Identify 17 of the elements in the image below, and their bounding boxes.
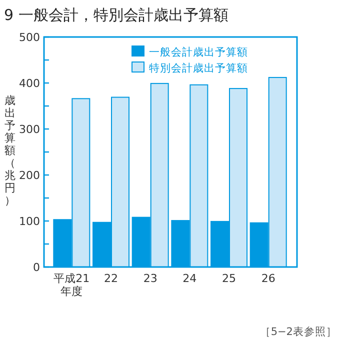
y-tick-label: 100 xyxy=(19,215,40,228)
x-tick-label: 平成21年度 xyxy=(54,272,90,298)
y-tick-label: 200 xyxy=(19,169,40,182)
text: ［5−2表参照］ xyxy=(260,325,337,338)
x-tick-label: 25 xyxy=(222,272,236,285)
x-tick-label: 24 xyxy=(182,272,197,285)
y-tick-label: 400 xyxy=(19,77,40,90)
chart-title: 9 一般会計，特別会計歳出予算額 xyxy=(4,6,228,24)
legend-label: 一般会計歳出予算額 xyxy=(149,46,248,58)
x-tick-label: 26 xyxy=(261,272,276,285)
text: 歳出予算額（兆円） xyxy=(4,94,16,207)
x-tick-label: 23 xyxy=(143,272,158,285)
y-tick-label: 0 xyxy=(33,261,40,274)
x-tick-label: 22 xyxy=(104,272,118,285)
y-tick-label: 300 xyxy=(19,123,40,136)
y-tick-label: 500 xyxy=(19,31,40,44)
legend-label: 特別会計歳出予算額 xyxy=(149,62,248,74)
